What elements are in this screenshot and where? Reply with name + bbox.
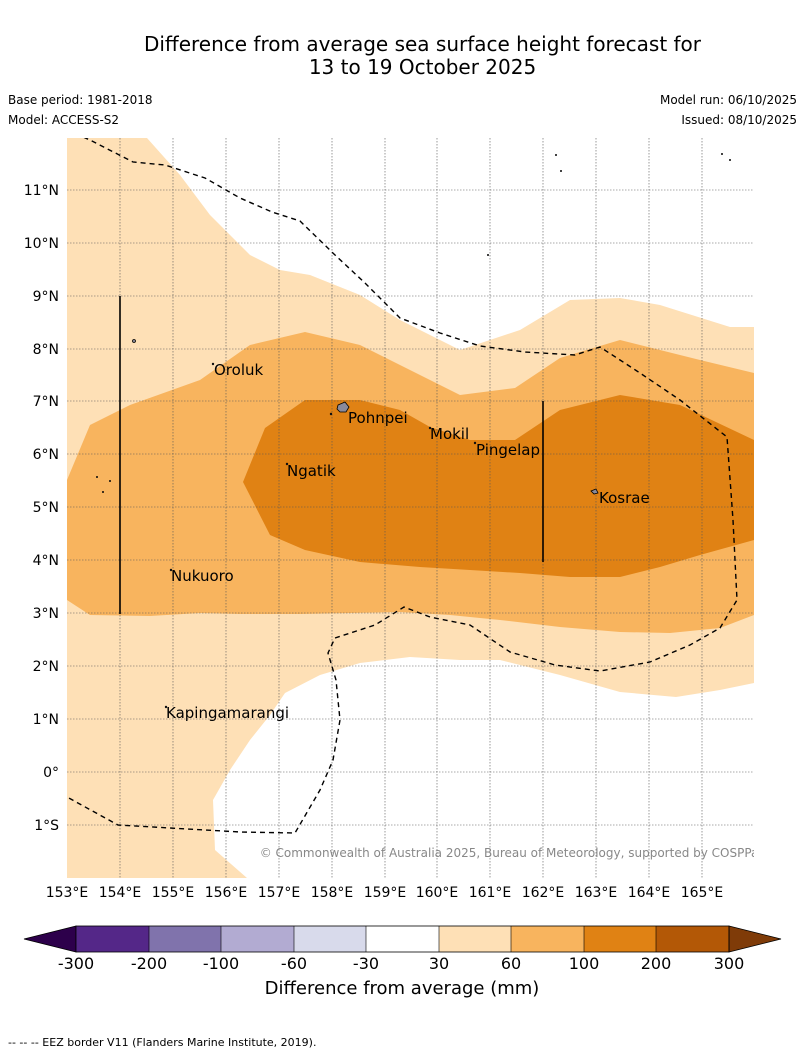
colorbar-tick: 300 xyxy=(714,954,745,973)
colorbar-tick: -300 xyxy=(58,954,94,973)
colorbar-swatch xyxy=(149,926,221,952)
place-kapingamarangi: Kapingamarangi xyxy=(166,704,289,722)
colorbar-tick: -100 xyxy=(203,954,239,973)
latitude-labels: 11°N 10°N 9°N 8°N 7°N 6°N 5°N 4°N 3°N 2°… xyxy=(24,183,59,834)
lon-label: 159°E xyxy=(364,885,407,901)
colorbar-tick: -30 xyxy=(353,954,379,973)
lon-label: 165°E xyxy=(681,885,724,901)
longitude-labels: 153°E 154°E 155°E 156°E 157°E 158°E 159°… xyxy=(46,885,724,901)
lon-label: 161°E xyxy=(469,885,512,901)
colorbar-swatch xyxy=(76,926,149,952)
lat-label: 4°N xyxy=(33,553,59,569)
lon-label: 157°E xyxy=(258,885,301,901)
lat-label: 1°N xyxy=(33,712,59,728)
lon-label: 163°E xyxy=(575,885,618,901)
lat-label: 1°S xyxy=(34,818,59,834)
colorbar-extend-low xyxy=(23,925,77,953)
lat-label: 7°N xyxy=(33,394,59,410)
lat-label: 9°N xyxy=(33,289,59,305)
lon-label: 154°E xyxy=(99,885,142,901)
lon-label: 160°E xyxy=(416,885,459,901)
colorbar-swatch xyxy=(439,926,511,952)
map-area: Oroluk Pohnpei Mokil Pingelap Ngatik Kos… xyxy=(67,138,765,878)
colorbar-swatch xyxy=(584,926,656,952)
contour-100-200 xyxy=(243,395,754,577)
lon-label: 155°E xyxy=(152,885,195,901)
place-nukuoro: Nukuoro xyxy=(171,567,234,585)
issued-date: Issued: 08/10/2025 xyxy=(681,113,797,127)
lon-label: 162°E xyxy=(522,885,565,901)
place-mokil: Mokil xyxy=(430,425,469,443)
place-oroluk: Oroluk xyxy=(214,361,263,379)
eez-border xyxy=(67,138,738,834)
colorbar-extend-high xyxy=(728,925,782,953)
colorbar-tick: 30 xyxy=(429,954,449,973)
place-ngatik: Ngatik xyxy=(287,462,336,480)
colorbar: -300 -200 -100 -60 -30 30 60 100 200 300 xyxy=(23,925,782,973)
colorbar-swatch xyxy=(294,926,366,952)
lat-label: 5°N xyxy=(33,500,59,516)
lon-label: 164°E xyxy=(628,885,671,901)
kosrae-island xyxy=(590,488,599,495)
lat-label: 6°N xyxy=(33,447,59,463)
lat-label: 10°N xyxy=(24,236,59,252)
colorbar-label: Difference from average (mm) xyxy=(264,978,540,999)
title-line-2: 13 to 19 October 2025 xyxy=(308,55,537,79)
eez-footnote: -- -- -- EEZ border V11 (Flanders Marine… xyxy=(8,1036,317,1049)
lat-label: 2°N xyxy=(33,659,59,675)
title-line-1: Difference from average sea surface heig… xyxy=(143,32,702,56)
colorbar-swatch xyxy=(511,926,584,952)
base-period: Base period: 1981-2018 xyxy=(8,93,153,107)
islands xyxy=(96,152,732,709)
atoll-marker xyxy=(132,339,136,343)
pohnpei-island xyxy=(336,401,350,413)
model-run: Model run: 06/10/2025 xyxy=(659,93,797,107)
lat-label: 0° xyxy=(43,765,59,781)
colorbar-tick: 100 xyxy=(569,954,600,973)
lon-label: 156°E xyxy=(205,885,248,901)
lat-label: 11°N xyxy=(24,183,59,199)
colorbar-swatch xyxy=(366,926,439,952)
colorbar-tick: -60 xyxy=(281,954,307,973)
place-pingelap: Pingelap xyxy=(476,441,540,459)
place-kosrae: Kosrae xyxy=(599,489,650,507)
map-title: Difference from average sea surface heig… xyxy=(0,33,804,79)
copyright-notice: © Commonwealth of Australia 2025, Bureau… xyxy=(260,846,765,860)
place-pohnpei: Pohnpei xyxy=(348,409,408,427)
colorbar-swatch xyxy=(656,926,729,952)
lon-label: 158°E xyxy=(311,885,354,901)
colorbar-tick: -200 xyxy=(131,954,167,973)
model-name: Model: ACCESS-S2 xyxy=(8,113,120,127)
colorbar-tick: 60 xyxy=(501,954,521,973)
lat-label: 3°N xyxy=(33,606,59,622)
lon-label: 153°E xyxy=(46,885,89,901)
colorbar-swatch xyxy=(221,926,294,952)
lat-label: 8°N xyxy=(33,342,59,358)
colorbar-tick: 200 xyxy=(641,954,672,973)
